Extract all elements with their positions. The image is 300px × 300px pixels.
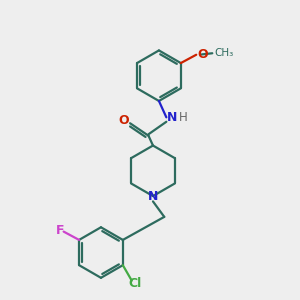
Text: H: H xyxy=(179,111,188,124)
Text: Cl: Cl xyxy=(129,277,142,290)
Text: N: N xyxy=(167,111,177,124)
Text: O: O xyxy=(198,48,208,61)
Text: O: O xyxy=(119,114,130,128)
Text: F: F xyxy=(56,224,64,237)
Text: N: N xyxy=(148,190,158,202)
Text: CH₃: CH₃ xyxy=(215,48,234,58)
